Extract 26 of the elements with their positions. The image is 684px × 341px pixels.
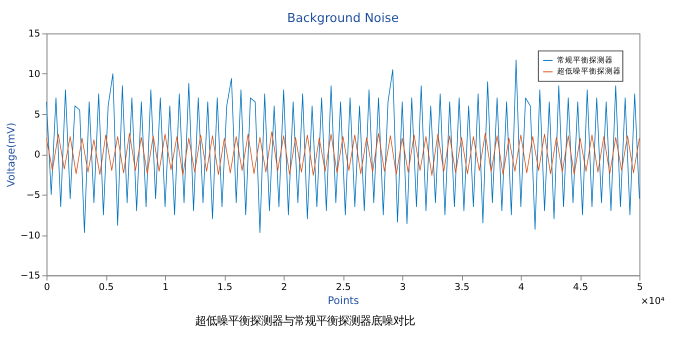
x-tick-label: 3.5	[454, 282, 470, 294]
chart-title: Background Noise	[287, 11, 399, 26]
x-axis-title: Points	[328, 295, 360, 308]
x-tick-label: 4	[518, 282, 524, 294]
x-tick-label: 3	[400, 282, 406, 294]
x-tick-label: 1	[162, 282, 169, 294]
text: 超低噪平衡探测器与常规平衡探测器底噪对比	[195, 314, 415, 328]
x-tick-label: 2	[281, 282, 288, 294]
y-tick-label: 5	[34, 109, 40, 120]
x-tick-label: 0	[44, 282, 50, 294]
y-tick-label: −15	[20, 270, 40, 282]
line-series	[46, 131, 640, 176]
y-tick-label: 15	[28, 28, 40, 40]
legend-label: 超低噪平衡探测器	[556, 66, 621, 76]
x-tick-label: 4.5	[573, 282, 588, 294]
y-axis-title: Voltage(mV)	[6, 122, 18, 188]
y-tick-label: −5	[26, 190, 40, 201]
x-tick-label: 2.5	[336, 282, 351, 294]
x-tick-label: 5	[636, 282, 643, 294]
y-tick-label: 10	[28, 69, 40, 80]
y-tick-label: 0	[34, 150, 40, 161]
x-tick-label: 0.5	[98, 282, 114, 294]
legend-label: 常规平衡探测器	[556, 55, 613, 64]
x-tick-label: 1.5	[217, 282, 232, 294]
y-tick-label: −10	[20, 230, 40, 242]
text: ×10⁴	[640, 296, 665, 307]
